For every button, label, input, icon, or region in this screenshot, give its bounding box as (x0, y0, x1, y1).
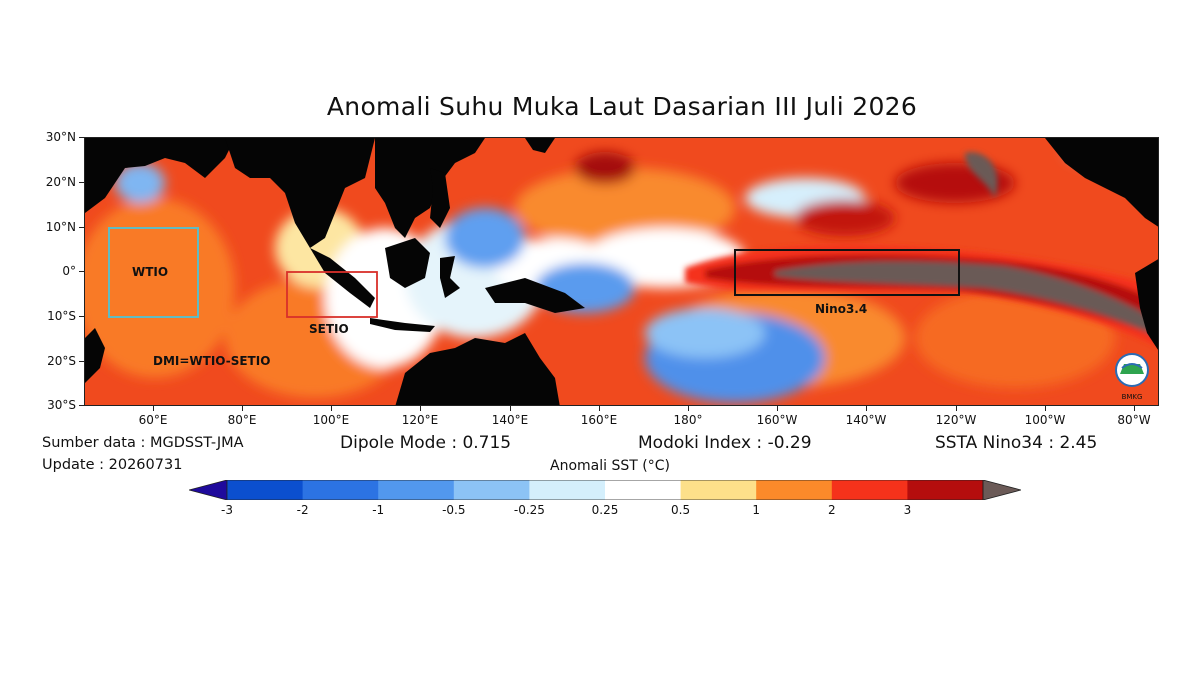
colorbar-tick-label: 3 (903, 503, 912, 517)
colorbar-over-arrow (982, 479, 1023, 501)
modoki-index-value: Modoki Index : -0.29 (638, 433, 812, 453)
ssta-nino34-value: SSTA Nino34 : 2.45 (935, 433, 1098, 453)
colorbar-segment (756, 480, 833, 500)
dipole-mode-value: Dipole Mode : 0.715 (340, 433, 512, 453)
colorbar-segment (831, 480, 908, 500)
lon-label-60e: 60°E (138, 413, 168, 427)
data-source: Sumber data : MGDSST-JMA (42, 435, 244, 451)
lon-label-140e: 140°E (491, 413, 529, 427)
lat-label-eq: 0° (62, 264, 76, 278)
lon-label-80w: 80°W (1117, 413, 1151, 427)
lon-label-180: 180° (673, 413, 703, 427)
colorbar-tick-label: 0.5 (671, 503, 691, 517)
lat-label-20n: 20°N (45, 175, 76, 189)
dmi-formula: DMI=WTIO-SETIO (153, 354, 270, 368)
colorbar-title: Anomali SST (°C) (550, 458, 670, 474)
lon-label-100w: 100°W (1024, 413, 1066, 427)
colorbar-tick-label: -0.25 (513, 503, 545, 517)
colorbar-tick-label: -1 (372, 503, 385, 517)
colorbar-segment (302, 480, 379, 500)
lat-label-30n: 30°N (45, 130, 76, 144)
colorbar-under-arrow (187, 479, 228, 501)
lon-label-80e: 80°E (227, 413, 257, 427)
colorbar-segment (453, 480, 530, 500)
update-date: Update : 20260731 (42, 457, 183, 473)
colorbar (187, 479, 1023, 504)
nino34-label: Nino3.4 (815, 302, 867, 316)
bmkg-logo: BMKG (1115, 353, 1149, 401)
nino34-box (734, 249, 960, 296)
lon-label-160e: 160°E (580, 413, 618, 427)
lon-label-100e: 100°E (312, 413, 350, 427)
sst-anomaly-map: WTIO SETIO Nino3.4 DMI=WTIO-SETIO BMKG (84, 137, 1159, 406)
colorbar-tick-label: 1 (752, 503, 760, 517)
bmkg-logo-text: BMKG (1122, 393, 1143, 401)
colorbar-tick-label: 2 (827, 503, 836, 517)
lon-label-120e: 120°E (401, 413, 439, 427)
wtio-box (108, 227, 199, 318)
wtio-label: WTIO (132, 265, 168, 279)
lat-label-10n: 10°N (45, 220, 76, 234)
colorbar-tick-label: -0.5 (442, 503, 466, 517)
setio-box (286, 271, 378, 318)
lon-label-120w: 120°W (935, 413, 977, 427)
lat-label-20s: 20°S (47, 354, 76, 368)
colorbar-segment (907, 480, 984, 500)
colorbar-segment (529, 480, 606, 500)
colorbar-tick-label: 0.25 (591, 503, 619, 517)
colorbar-segment (680, 480, 757, 500)
lat-label-30s: 30°S (47, 398, 76, 412)
colorbar-tick-label: -3 (221, 503, 233, 517)
colorbar-tick-label: -2 (296, 503, 309, 517)
lon-label-140w: 140°W (845, 413, 887, 427)
lon-label-160w: 160°W (756, 413, 798, 427)
colorbar-segment (227, 480, 304, 500)
lat-label-10s: 10°S (47, 309, 76, 323)
setio-label: SETIO (309, 322, 349, 336)
colorbar-segment (605, 480, 682, 500)
colorbar-segment (378, 480, 455, 500)
map-title: Anomali Suhu Muka Laut Dasarian III Juli… (326, 92, 918, 121)
